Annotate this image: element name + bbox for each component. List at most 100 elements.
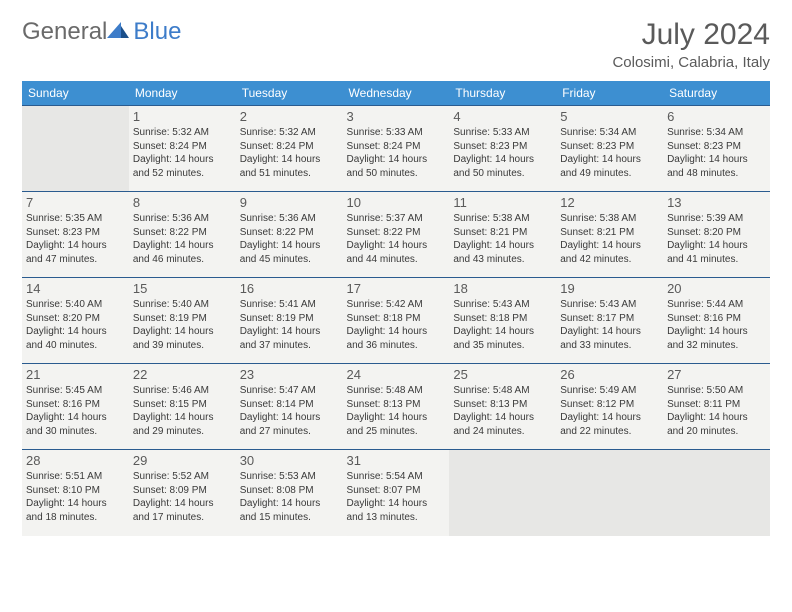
calendar-row: 7 Sunrise: 5:35 AMSunset: 8:23 PMDaylight… [22, 192, 770, 278]
day-info: Sunrise: 5:40 AMSunset: 8:20 PMDaylight:… [26, 298, 125, 352]
day-number: 3 [347, 109, 446, 124]
day-info: Sunrise: 5:51 AMSunset: 8:10 PMDaylight:… [26, 470, 125, 524]
day-info: Sunrise: 5:54 AMSunset: 8:07 PMDaylight:… [347, 470, 446, 524]
calendar-cell-empty [663, 450, 770, 536]
day-info: Sunrise: 5:47 AMSunset: 8:14 PMDaylight:… [240, 384, 339, 438]
weekday-header-row: SundayMondayTuesdayWednesdayThursdayFrid… [22, 81, 770, 106]
day-number: 6 [667, 109, 766, 124]
day-number: 1 [133, 109, 232, 124]
day-info: Sunrise: 5:32 AMSunset: 8:24 PMDaylight:… [133, 126, 232, 180]
calendar-cell-empty [556, 450, 663, 536]
weekday-header: Thursday [449, 81, 556, 106]
day-info: Sunrise: 5:35 AMSunset: 8:23 PMDaylight:… [26, 212, 125, 266]
calendar-cell: 19 Sunrise: 5:43 AMSunset: 8:17 PMDayligh… [556, 278, 663, 364]
logo-text-general: General [22, 18, 107, 46]
day-info: Sunrise: 5:36 AMSunset: 8:22 PMDaylight:… [133, 212, 232, 266]
calendar-body: 1 Sunrise: 5:32 AMSunset: 8:24 PMDaylight… [22, 106, 770, 536]
day-number: 30 [240, 453, 339, 468]
day-number: 24 [347, 367, 446, 382]
day-number: 10 [347, 195, 446, 210]
calendar-cell: 12Sunrise: 5:38 AMSunset: 8:21 PMDayligh… [556, 192, 663, 278]
calendar-cell: 30 Sunrise: 5:53 AMSunset: 8:08 PMDayligh… [236, 450, 343, 536]
calendar-cell: 16 Sunrise: 5:41 AMSunset: 8:19 PMDayligh… [236, 278, 343, 364]
day-number: 16 [240, 281, 339, 296]
calendar-cell: 23Sunrise: 5:47 AMSunset: 8:14 PMDayligh… [236, 364, 343, 450]
day-info: Sunrise: 5:38 AMSunset: 8:21 PMDaylight:… [453, 212, 552, 266]
calendar-cell: 10 Sunrise: 5:37 AMSunset: 8:22 PMDayligh… [343, 192, 450, 278]
calendar-cell: 18Sunrise: 5:43 AMSunset: 8:18 PMDayligh… [449, 278, 556, 364]
calendar-cell: 1 Sunrise: 5:32 AMSunset: 8:24 PMDaylight… [129, 106, 236, 192]
day-number: 26 [560, 367, 659, 382]
day-number: 22 [133, 367, 232, 382]
day-info: Sunrise: 5:32 AMSunset: 8:24 PMDaylight:… [240, 126, 339, 180]
calendar-cell: 8 Sunrise: 5:36 AMSunset: 8:22 PMDaylight… [129, 192, 236, 278]
weekday-header: Wednesday [343, 81, 450, 106]
day-info: Sunrise: 5:46 AMSunset: 8:15 PMDaylight:… [133, 384, 232, 438]
day-number: 19 [560, 281, 659, 296]
day-number: 29 [133, 453, 232, 468]
day-info: Sunrise: 5:34 AMSunset: 8:23 PMDaylight:… [560, 126, 659, 180]
calendar-table: SundayMondayTuesdayWednesdayThursdayFrid… [22, 81, 770, 536]
day-info: Sunrise: 5:34 AMSunset: 8:23 PMDaylight:… [667, 126, 766, 180]
location: Colosimi, Calabria, Italy [612, 54, 770, 71]
day-number: 8 [133, 195, 232, 210]
logo: General Blue [22, 18, 181, 46]
calendar-cell-empty [22, 106, 129, 192]
weekday-header: Friday [556, 81, 663, 106]
title-block: July 2024 Colosimi, Calabria, Italy [612, 18, 770, 71]
logo-text-blue: Blue [133, 18, 181, 46]
weekday-header: Tuesday [236, 81, 343, 106]
calendar-cell: 14 Sunrise: 5:40 AMSunset: 8:20 PMDayligh… [22, 278, 129, 364]
calendar-row: 1 Sunrise: 5:32 AMSunset: 8:24 PMDaylight… [22, 106, 770, 192]
calendar-cell: 20 Sunrise: 5:44 AMSunset: 8:16 PMDayligh… [663, 278, 770, 364]
day-number: 4 [453, 109, 552, 124]
weekday-header: Saturday [663, 81, 770, 106]
header: General Blue July 2024 Colosimi, Calabri… [22, 18, 770, 71]
day-number: 15 [133, 281, 232, 296]
calendar-cell: 7 Sunrise: 5:35 AMSunset: 8:23 PMDaylight… [22, 192, 129, 278]
calendar-cell: 5Sunrise: 5:34 AMSunset: 8:23 PMDaylight… [556, 106, 663, 192]
weekday-header: Monday [129, 81, 236, 106]
calendar-cell: 21Sunrise: 5:45 AMSunset: 8:16 PMDayligh… [22, 364, 129, 450]
day-number: 20 [667, 281, 766, 296]
calendar-row: 21Sunrise: 5:45 AMSunset: 8:16 PMDayligh… [22, 364, 770, 450]
calendar-cell: 9Sunrise: 5:36 AMSunset: 8:22 PMDaylight… [236, 192, 343, 278]
day-info: Sunrise: 5:50 AMSunset: 8:11 PMDaylight:… [667, 384, 766, 438]
day-info: Sunrise: 5:41 AMSunset: 8:19 PMDaylight:… [240, 298, 339, 352]
day-info: Sunrise: 5:37 AMSunset: 8:22 PMDaylight:… [347, 212, 446, 266]
day-info: Sunrise: 5:33 AMSunset: 8:23 PMDaylight:… [453, 126, 552, 180]
day-info: Sunrise: 5:42 AMSunset: 8:18 PMDaylight:… [347, 298, 446, 352]
day-info: Sunrise: 5:48 AMSunset: 8:13 PMDaylight:… [347, 384, 446, 438]
day-info: Sunrise: 5:44 AMSunset: 8:16 PMDaylight:… [667, 298, 766, 352]
day-number: 13 [667, 195, 766, 210]
calendar-row: 28Sunrise: 5:51 AMSunset: 8:10 PMDayligh… [22, 450, 770, 536]
day-info: Sunrise: 5:39 AMSunset: 8:20 PMDaylight:… [667, 212, 766, 266]
day-info: Sunrise: 5:49 AMSunset: 8:12 PMDaylight:… [560, 384, 659, 438]
calendar-row: 14 Sunrise: 5:40 AMSunset: 8:20 PMDayligh… [22, 278, 770, 364]
calendar-cell: 4 Sunrise: 5:33 AMSunset: 8:23 PMDaylight… [449, 106, 556, 192]
day-number: 7 [26, 195, 125, 210]
calendar-cell-empty [449, 450, 556, 536]
calendar-cell: 28Sunrise: 5:51 AMSunset: 8:10 PMDayligh… [22, 450, 129, 536]
calendar-cell: 27Sunrise: 5:50 AMSunset: 8:11 PMDayligh… [663, 364, 770, 450]
weekday-header: Sunday [22, 81, 129, 106]
day-number: 2 [240, 109, 339, 124]
day-number: 31 [347, 453, 446, 468]
day-info: Sunrise: 5:48 AMSunset: 8:13 PMDaylight:… [453, 384, 552, 438]
day-info: Sunrise: 5:36 AMSunset: 8:22 PMDaylight:… [240, 212, 339, 266]
day-info: Sunrise: 5:40 AMSunset: 8:19 PMDaylight:… [133, 298, 232, 352]
calendar-cell: 11 Sunrise: 5:38 AMSunset: 8:21 PMDayligh… [449, 192, 556, 278]
day-number: 21 [26, 367, 125, 382]
day-info: Sunrise: 5:53 AMSunset: 8:08 PMDaylight:… [240, 470, 339, 524]
calendar-cell: 17 Sunrise: 5:42 AMSunset: 8:18 PMDayligh… [343, 278, 450, 364]
day-number: 11 [453, 195, 552, 210]
day-number: 14 [26, 281, 125, 296]
day-number: 25 [453, 367, 552, 382]
calendar-cell: 26 Sunrise: 5:49 AMSunset: 8:12 PMDayligh… [556, 364, 663, 450]
calendar-cell: 31 Sunrise: 5:54 AMSunset: 8:07 PMDayligh… [343, 450, 450, 536]
calendar-cell: 15 Sunrise: 5:40 AMSunset: 8:19 PMDayligh… [129, 278, 236, 364]
day-info: Sunrise: 5:43 AMSunset: 8:17 PMDaylight:… [560, 298, 659, 352]
day-number: 17 [347, 281, 446, 296]
calendar-cell: 22 Sunrise: 5:46 AMSunset: 8:15 PMDayligh… [129, 364, 236, 450]
month-title: July 2024 [612, 18, 770, 52]
